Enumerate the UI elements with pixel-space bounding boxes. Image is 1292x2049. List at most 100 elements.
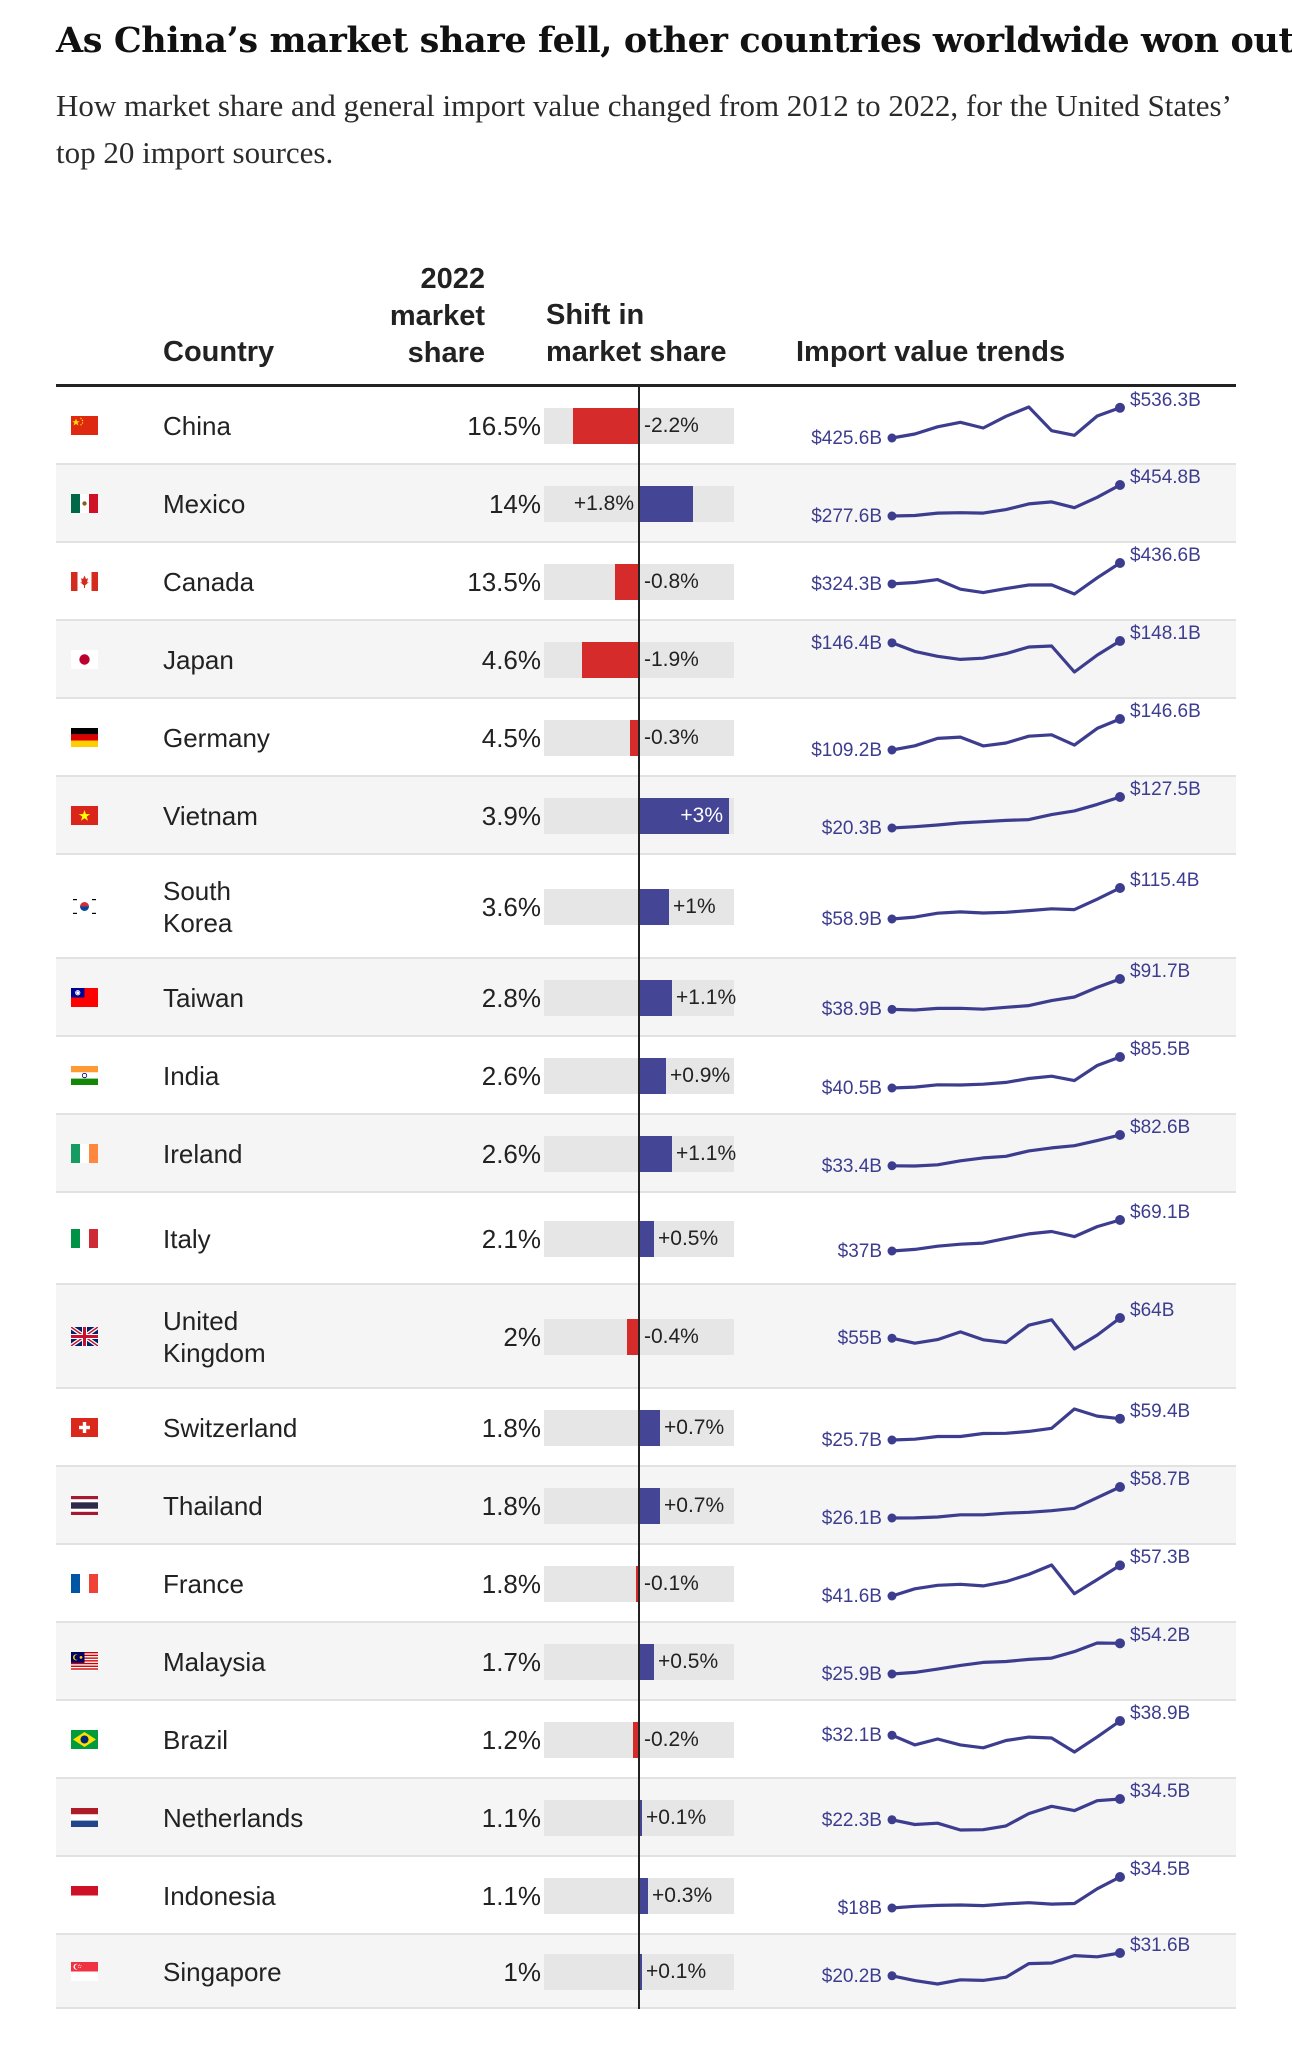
trend-start-dot bbox=[887, 1669, 897, 1679]
trend-start-dot bbox=[887, 914, 897, 924]
market-share-value: 3.6% bbox=[481, 892, 541, 922]
market-share-value: 2.6% bbox=[481, 1139, 541, 1169]
header-import-trends: Import value trends bbox=[796, 336, 1066, 368]
shift-value-label: +1.1% bbox=[676, 986, 737, 1009]
header-shift-line: Shift in bbox=[546, 299, 645, 331]
trend-end-dot bbox=[1115, 1560, 1125, 1571]
shift-bar-positive bbox=[639, 1410, 660, 1446]
trend-line bbox=[890, 1641, 1122, 1676]
flag-part bbox=[71, 1078, 98, 1085]
flag-part bbox=[71, 1962, 98, 1972]
trend-start-dot bbox=[887, 511, 897, 521]
flag-part bbox=[92, 899, 96, 901]
shift-bar-positive bbox=[639, 1488, 660, 1524]
shift-bar-negative bbox=[630, 720, 639, 756]
flag-part bbox=[77, 1965, 79, 1967]
trend-start-value: $277.6B bbox=[811, 506, 882, 527]
ireland-flag-icon bbox=[71, 1144, 98, 1163]
trend-end-dot bbox=[1115, 480, 1125, 490]
import-trend-sparkline bbox=[887, 1794, 1125, 1832]
flag-part bbox=[81, 1072, 88, 1079]
country-name: Mexico bbox=[163, 489, 246, 519]
market-share-value: 1.8% bbox=[481, 1413, 541, 1443]
country-name: China bbox=[163, 411, 231, 441]
shift-bar-negative bbox=[636, 1566, 639, 1602]
flag-part bbox=[79, 654, 90, 665]
page-subtitle: How market share and general import valu… bbox=[56, 88, 1230, 170]
trend-start-value: $37B bbox=[837, 1241, 882, 1262]
trend-start-dot bbox=[887, 579, 897, 589]
shift-value-label: -0.8% bbox=[644, 570, 699, 593]
trend-end-dot bbox=[1115, 714, 1125, 724]
trend-end-value: $454.8B bbox=[1130, 467, 1201, 488]
trend-end-value: $536.3B bbox=[1130, 389, 1201, 411]
trend-end-dot bbox=[1115, 1130, 1125, 1140]
flag-part bbox=[71, 1665, 98, 1667]
trend-line bbox=[890, 561, 1122, 596]
flag-part bbox=[89, 1574, 98, 1593]
shift-value-label: +1.1% bbox=[676, 1142, 737, 1165]
shift-value-label: +0.7% bbox=[664, 1416, 725, 1439]
trend-start-dot bbox=[887, 1435, 897, 1445]
shift-bar-positive bbox=[639, 1878, 648, 1914]
shift-value-label: -0.1% bbox=[644, 1572, 699, 1595]
country-name: Singapore bbox=[163, 1957, 282, 1987]
market-share-value: 3.9% bbox=[481, 801, 541, 831]
market-share-value: 1.7% bbox=[481, 1647, 541, 1677]
trend-end-value: $57.3B bbox=[1130, 1547, 1191, 1569]
country-name: Netherlands bbox=[163, 1803, 304, 1833]
taiwan-flag-icon bbox=[71, 988, 98, 1007]
table-row: Canada 13.5% -0.8% $324.3B $436.6B bbox=[56, 543, 1236, 621]
south-korea-flag-icon bbox=[71, 897, 98, 916]
country-name: Vietnam bbox=[163, 801, 258, 831]
shift-value-label: +0.1% bbox=[646, 1960, 707, 1983]
country-name: South Korea bbox=[163, 875, 232, 939]
header-shift-line: market share bbox=[546, 336, 727, 368]
table-row: India 2.6% +0.9% $40.5B $85.5B bbox=[56, 1037, 1236, 1115]
united-kingdom-flag-icon bbox=[71, 1327, 98, 1346]
market-share-value: 4.5% bbox=[481, 723, 541, 753]
flag-part bbox=[71, 1511, 98, 1515]
flag-part bbox=[71, 1229, 80, 1248]
flag-part bbox=[71, 572, 78, 591]
import-trend-sparkline bbox=[887, 1313, 1125, 1351]
table-row: Indonesia 1.1% +0.3% $18B $34.5B bbox=[56, 1857, 1236, 1935]
shift-value-label: +0.5% bbox=[658, 1227, 719, 1250]
flag-part bbox=[71, 416, 98, 435]
import-trend-sparkline bbox=[887, 1407, 1125, 1445]
trend-line bbox=[890, 639, 1122, 674]
shift-bar-positive bbox=[639, 1221, 654, 1257]
market-share-value: 1.8% bbox=[481, 1569, 541, 1599]
country-name: Indonesia bbox=[163, 1881, 276, 1911]
import-trend-sparkline bbox=[887, 1130, 1125, 1171]
flag-part bbox=[71, 734, 98, 741]
trend-start-dot bbox=[887, 823, 897, 833]
flag-part bbox=[71, 1814, 98, 1821]
flag-part bbox=[89, 1144, 98, 1163]
country-name: Malaysia bbox=[163, 1647, 266, 1677]
flag-part bbox=[72, 418, 80, 426]
shift-value-label: -0.3% bbox=[644, 726, 699, 749]
trend-start-dot bbox=[887, 1004, 897, 1014]
flag-part bbox=[73, 912, 77, 914]
country-name: Thailand bbox=[163, 1491, 263, 1521]
trend-end-dot bbox=[1115, 1794, 1125, 1804]
japan-flag-icon bbox=[71, 650, 98, 669]
table-row: Malaysia 1.7% +0.5% $25.9B $54.2B bbox=[56, 1623, 1236, 1701]
trend-line bbox=[890, 483, 1122, 518]
canada-flag-icon bbox=[71, 572, 98, 591]
shift-value-label: +1.8% bbox=[573, 492, 634, 515]
trend-end-dot bbox=[1115, 636, 1125, 646]
trend-line bbox=[890, 1316, 1122, 1351]
market-share-value: 4.6% bbox=[481, 645, 541, 675]
market-share-value: 1.2% bbox=[481, 1725, 541, 1755]
thailand-flag-icon bbox=[71, 1496, 98, 1515]
flag-part bbox=[82, 501, 87, 506]
shift-value-label: +0.7% bbox=[664, 1494, 725, 1517]
table-row: Brazil 1.2% -0.2% $32.1B $38.9B bbox=[56, 1701, 1236, 1779]
market-share-value: 16.5% bbox=[467, 411, 541, 441]
trend-end-value: $91.7B bbox=[1130, 961, 1191, 982]
shift-value-label: +0.1% bbox=[646, 1806, 707, 1829]
flag-part bbox=[71, 1668, 98, 1670]
